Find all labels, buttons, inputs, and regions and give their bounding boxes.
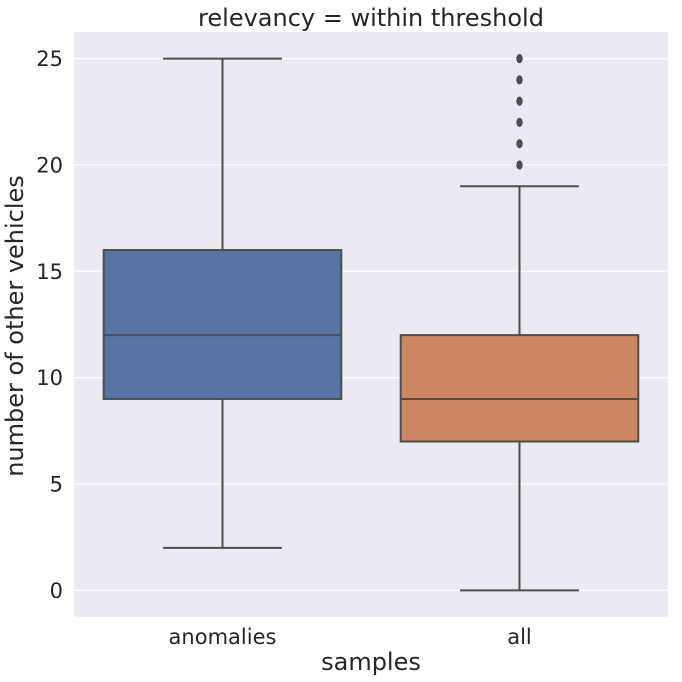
chart-title: relevancy = within threshold bbox=[198, 4, 544, 32]
outlier-point bbox=[516, 96, 523, 106]
y-tick-label-0: 0 bbox=[50, 579, 63, 603]
outlier-point bbox=[516, 117, 523, 128]
x-tick-label-anomalies: anomalies bbox=[169, 625, 277, 649]
y-axis-ticks: 0 5 10 15 20 25 bbox=[36, 47, 63, 603]
boxes-group bbox=[102, 53, 640, 592]
y-tick-label-20: 20 bbox=[36, 153, 63, 177]
outlier-point bbox=[516, 160, 523, 170]
box-anomalies bbox=[102, 57, 343, 549]
y-axis-label: number of other vehicles bbox=[1, 175, 29, 477]
iqr-box-all bbox=[399, 334, 640, 443]
y-tick-label-5: 5 bbox=[50, 473, 63, 497]
x-tick-label-all: all bbox=[507, 625, 532, 649]
box-all bbox=[399, 53, 640, 592]
y-tick-label-25: 25 bbox=[36, 47, 63, 71]
x-axis-ticks: anomalies all bbox=[169, 625, 532, 649]
outlier-point bbox=[516, 53, 523, 64]
iqr-box-anomalies bbox=[102, 249, 343, 400]
x-axis-label: samples bbox=[321, 648, 421, 676]
outlier-point bbox=[516, 139, 523, 149]
outlier-point bbox=[516, 75, 523, 85]
y-tick-label-15: 15 bbox=[36, 260, 63, 284]
y-tick-label-10: 10 bbox=[36, 366, 63, 390]
